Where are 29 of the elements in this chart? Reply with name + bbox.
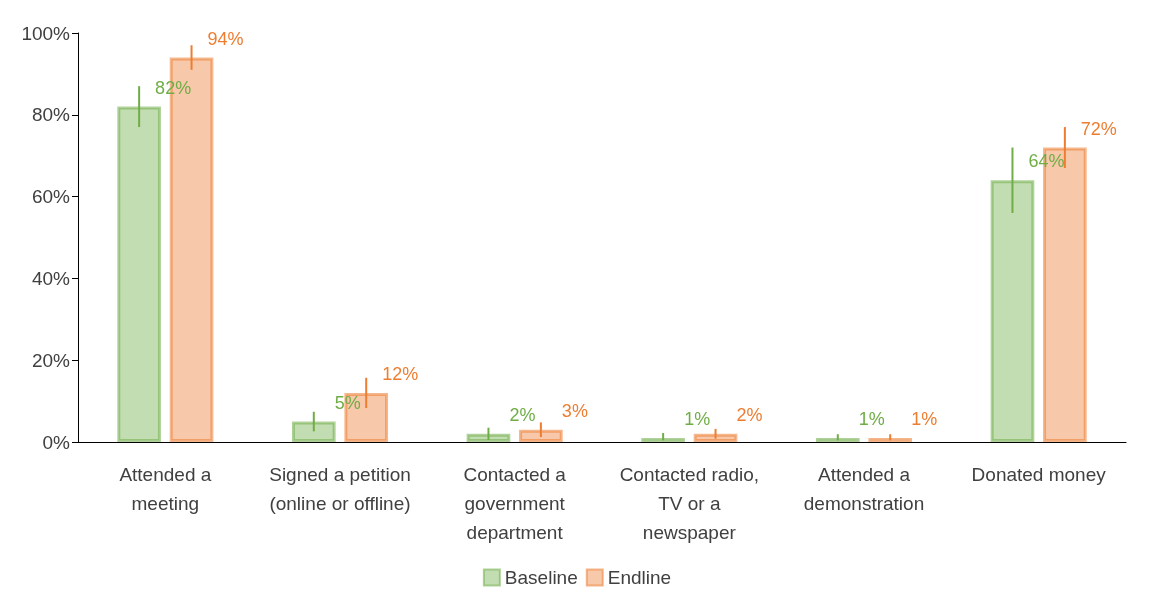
bar [519, 429, 563, 442]
y-tick-label: 100% [21, 22, 71, 44]
x-tick-label: Donated money [971, 464, 1107, 485]
data-label: 1% [911, 408, 938, 429]
x-tick-label: Attended a meeting [119, 464, 212, 514]
legend-label: Baseline [504, 567, 578, 588]
y-tick-label: 0% [42, 431, 71, 453]
data-label: 1% [684, 408, 711, 429]
data-label: 12% [382, 363, 419, 384]
y-tick-label: 40% [31, 267, 71, 289]
x-tick-label: Signed a petition (online or offline) [269, 464, 411, 514]
bar [466, 433, 511, 442]
data-label: 94% [207, 28, 244, 49]
data-label: 2% [509, 404, 536, 425]
y-tick-label: 20% [31, 349, 71, 371]
x-tick-label: Attended a demonstration [803, 464, 925, 514]
data-label: 72% [1080, 118, 1117, 139]
bar [117, 106, 161, 442]
x-tick-label: Contacted a government department [463, 464, 567, 543]
data-label: 1% [858, 408, 885, 429]
y-tick-label: 60% [31, 186, 71, 208]
bar [693, 433, 738, 442]
bar [291, 421, 336, 442]
x-tick-label: Contacted radio, TV or a newspaper [619, 464, 760, 543]
data-label: 3% [561, 400, 588, 421]
data-label: 2% [736, 404, 763, 425]
legend-label: Endline [607, 567, 672, 588]
y-tick-label: 80% [31, 104, 71, 126]
bar [990, 180, 1035, 442]
